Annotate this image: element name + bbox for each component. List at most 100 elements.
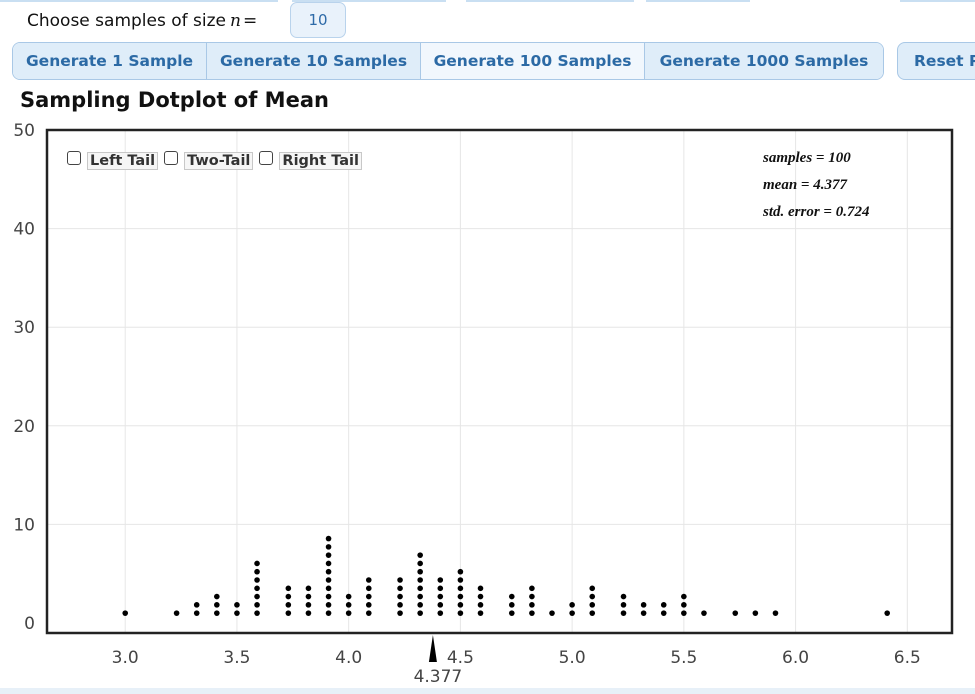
sample-mean-dot [325,602,332,608]
sample-mean-dot [325,568,332,575]
sample-mean-dot [325,535,332,542]
top-control-edge [646,0,750,2]
sample-mean-dot [345,610,352,616]
y-tick-label: 20 [13,417,35,437]
sample-mean-dot [285,602,292,608]
sample-mean-dot [457,593,464,600]
sample-mean-dot [437,593,444,600]
x-axis-ticks: 3.0 3.5 4.0 4.5 5.0 5.5 6.0 6.5 [112,648,921,668]
grid-lines [47,130,952,633]
sample-mean-dot [345,593,352,600]
sample-size-input[interactable]: 10 [290,2,346,38]
two-tail-label[interactable]: Two-Tail [184,152,254,170]
two-tail-checkbox[interactable] [164,151,179,165]
mean-marker: 4.377 [414,635,462,687]
sample-mean-dot [589,610,596,616]
x-tick-label: 5.0 [559,648,586,668]
sample-mean-dot [681,610,687,616]
left-tail-checkbox[interactable] [67,151,81,165]
bottom-scroll-strip [0,688,975,694]
x-tick-label: 4.5 [447,648,474,668]
right-tail-checkbox[interactable] [259,151,274,165]
sample-mean-dot [732,610,739,616]
x-tick-label: 3.5 [223,648,250,668]
sample-mean-dot [437,585,444,592]
right-tail-option[interactable]: Right Tail [259,146,362,170]
sample-mean-dot [234,602,240,608]
sample-mean-dot [660,610,667,616]
x-tick-label: 6.5 [894,648,921,668]
sample-mean-dot [417,593,423,600]
y-tick-label: 10 [13,515,35,535]
sample-mean-dot [254,610,260,616]
summary-stats: samples = 100 mean = 4.377 std. error = … [763,145,869,226]
sample-mean-dot [477,593,484,600]
generate-1000-samples-button[interactable]: Generate 1000 Samples [645,43,883,79]
two-tail-option[interactable]: Two-Tail [164,146,254,170]
sample-mean-dot [477,585,484,592]
sample-mean-dot [325,577,332,583]
y-axis-ticks: 0 10 20 30 40 50 [13,121,35,634]
sample-mean-dot [640,602,647,608]
sample-mean-dot [325,560,332,567]
sample-mean-dot [325,585,332,592]
sample-mean-dot [457,610,464,616]
sample-mean-dot [417,602,423,608]
sample-mean-dot [681,602,687,608]
sample-mean-dot [457,568,464,575]
sample-mean-dot [508,602,515,608]
left-tail-option[interactable]: Left Tail [67,146,159,170]
top-control-edge [292,0,446,2]
sample-mean-dot [285,610,292,616]
sample-mean-dot [437,577,444,583]
tail-options: Left Tail Two-Tail Right Tail [67,146,368,170]
sample-mean-dot [569,610,575,616]
sample-mean-dot [457,602,464,608]
sample-mean-dot [345,602,352,608]
stat-samples: samples = 100 [763,150,851,166]
sample-mean-dot [254,560,260,567]
sample-mean-dot [640,610,647,616]
sample-mean-dot [457,577,464,583]
mean-marker-arrow [428,635,437,662]
sample-mean-dot [305,602,312,608]
stat-std-error: std. error = 0.724 [763,204,870,220]
sample-mean-dot [365,610,372,616]
sample-mean-dot [254,577,260,583]
y-tick-label: 50 [13,121,35,141]
sample-mean-dot [772,610,779,616]
sample-mean-dot [417,552,423,558]
sample-mean-dot [884,610,890,616]
sample-mean-dot [508,610,515,616]
sample-mean-dot [397,577,403,583]
sample-size-label: Choose samples of size n = [27,11,258,31]
right-tail-label[interactable]: Right Tail [279,152,362,170]
sample-mean-dot [325,552,332,558]
sample-mean-dot [620,593,627,600]
generate-1-sample-button[interactable]: Generate 1 Sample [13,43,207,79]
sample-mean-dot [437,602,444,608]
sample-mean-dot [589,593,596,600]
sample-mean-dot [305,585,312,592]
y-tick-label: 40 [13,220,35,240]
sample-mean-dot [417,560,423,567]
generate-10-samples-button[interactable]: Generate 10 Samples [207,43,421,79]
x-tick-label: 3.0 [112,648,139,668]
reset-plot-button[interactable]: Reset Plot [897,42,975,80]
stat-mean: mean = 4.377 [763,177,847,193]
sample-mean-dot [214,602,220,608]
sample-mean-dot [305,610,312,616]
sample-mean-dot [254,593,260,600]
sample-mean-dot [529,602,535,608]
sample-mean-dot [508,593,515,600]
sample-mean-dot [397,585,403,592]
generate-100-samples-button[interactable]: Generate 100 Samples [421,43,645,79]
sample-mean-dot [214,610,220,616]
top-control-edge [900,0,975,2]
sample-mean-dot [589,602,596,608]
sample-mean-dot [325,610,332,616]
sample-size-row: Choose samples of size n = [27,6,257,36]
x-tick-label: 6.0 [782,648,809,668]
left-tail-label[interactable]: Left Tail [87,152,159,170]
sample-mean-dot [437,610,444,616]
